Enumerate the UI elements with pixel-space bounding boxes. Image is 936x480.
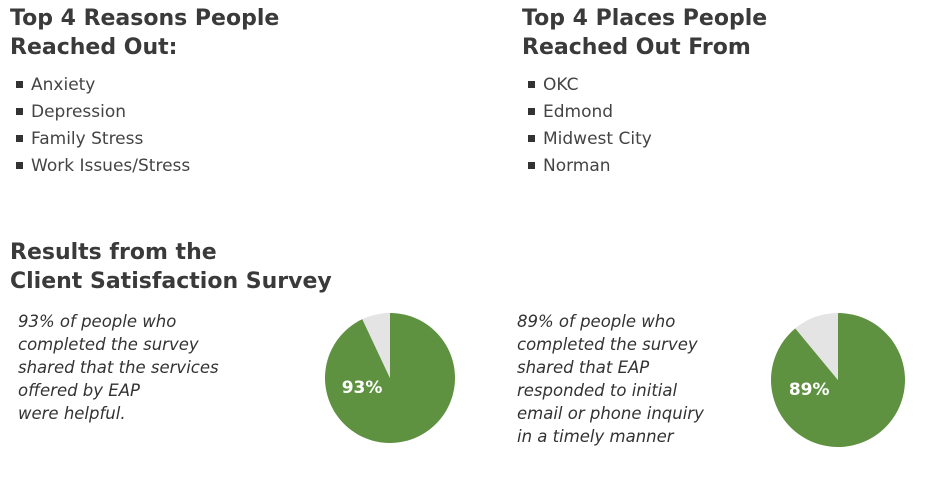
title-line: Top 4 Places People [522,6,768,31]
title-line: Reached Out: [10,35,178,60]
text-line: 89% of people who [517,312,676,331]
list-item: Midwest City [522,126,767,153]
pie-slice [362,313,390,378]
list-item: OKC [522,72,767,99]
text-line: in a timely manner [517,427,674,446]
survey-title: Results from the Client Satisfaction Surv… [10,238,332,296]
title-line: Top 4 Reasons People [10,6,280,31]
list-item: Norman [522,153,767,180]
text-line: were helpful. [18,404,126,423]
survey-text: 93% of people who completed the survey sha… [18,310,219,425]
list-item: Work Issues/Stress [10,153,279,180]
list-item: Depression [10,99,279,126]
text-line: completed the survey [517,335,698,354]
value-label: 93% [342,378,383,398]
bullet-list: OKC Edmond Midwest City Norman [522,72,767,180]
pie-slice [325,313,456,444]
places-section: Top 4 Places People Reached Out From OKC Ed… [522,4,767,180]
text-line: shared that the services [18,358,219,377]
title-line: Client Satisfaction Survey [10,269,332,294]
value-label: 89% [789,380,830,400]
pie-slice [795,313,838,380]
list-item: Anxiety [10,72,279,99]
text-line: responded to initial [517,381,678,400]
text-line: completed the survey [18,335,199,354]
title-line: Reached Out From [522,35,751,60]
pie-slice [771,313,906,448]
section-title: Top 4 Places People Reached Out From [522,4,767,62]
list-item: Edmond [522,99,767,126]
section-title: Top 4 Reasons People Reached Out: [10,4,279,62]
text-line: offered by EAP [18,381,140,400]
reasons-section: Top 4 Reasons People Reached Out: Anxiety D… [10,4,279,180]
survey-text: 89% of people who completed the survey sha… [517,310,704,448]
title-line: Results from the [10,240,217,265]
text-line: 93% of people who [18,312,177,331]
list-item: Family Stress [10,126,279,153]
text-line: email or phone inquiry [517,404,704,423]
text-line: shared that EAP [517,358,650,377]
bullet-list: Anxiety Depression Family Stress Work Issue… [10,72,279,180]
